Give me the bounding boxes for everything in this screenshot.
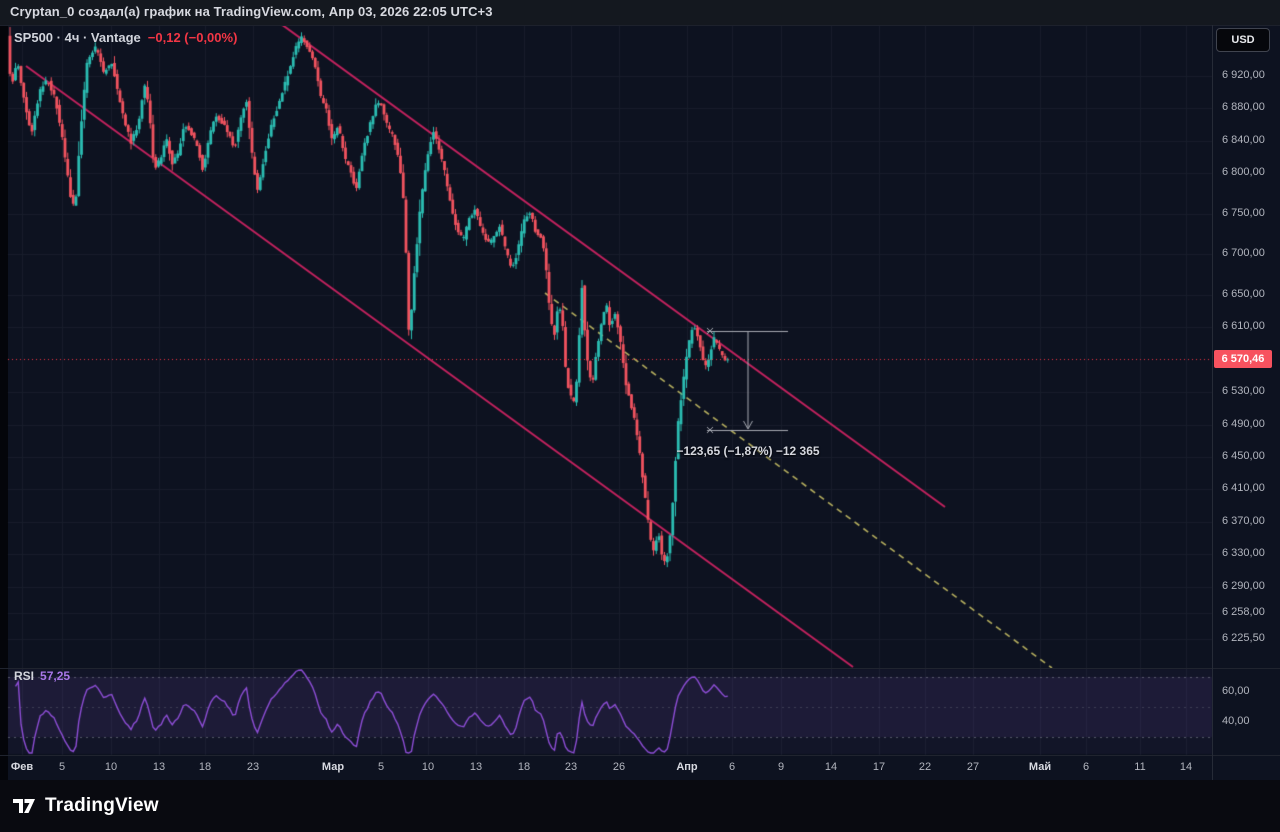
- time-tick: 10: [421, 761, 435, 773]
- time-tick: 27: [966, 761, 980, 773]
- price-tick: 6 370,00: [1222, 514, 1265, 527]
- currency-button[interactable]: USD: [1216, 28, 1270, 52]
- time-tick: 22: [918, 761, 932, 773]
- rsi-legend[interactable]: RSI 57,25: [14, 669, 70, 683]
- time-tick: 5: [377, 761, 385, 773]
- share-header-text: Cryptan_0 создал(а) график на TradingVie…: [10, 4, 493, 19]
- time-tick: Май: [1028, 761, 1052, 773]
- price-tick: 6 290,00: [1222, 579, 1265, 592]
- price-tick: 6 530,00: [1222, 385, 1265, 398]
- price-tick: 6 258,00: [1222, 605, 1265, 618]
- price-tick: 6 610,00: [1222, 320, 1265, 333]
- price-tick: 6 700,00: [1222, 247, 1265, 260]
- time-tick: 10: [104, 761, 118, 773]
- time-tick: 13: [152, 761, 166, 773]
- pane-separator-axis: [0, 755, 1280, 756]
- price-tick: 6 920,00: [1222, 69, 1265, 81]
- time-tick: 17: [872, 761, 886, 773]
- bottom-bar: TradingView: [0, 780, 1280, 832]
- tradingview-logo-text: TradingView: [45, 795, 159, 816]
- tradingview-logo[interactable]: TradingView: [10, 792, 159, 820]
- price-tick: 6 750,00: [1222, 206, 1265, 219]
- measurement-label: −123,65 (−1,87%) −12 365: [676, 444, 820, 458]
- rsi-axis-tick: 40,00: [1222, 715, 1250, 727]
- tradingview-logo-icon: [13, 799, 35, 813]
- time-tick: 18: [198, 761, 212, 773]
- symbol-change: −0,12 (−0,00%): [147, 30, 238, 45]
- time-tick: 9: [777, 761, 785, 773]
- time-tick: Фев: [10, 761, 34, 773]
- price-tick: 6 650,00: [1222, 287, 1265, 300]
- time-tick: 23: [246, 761, 260, 773]
- price-tick: 6 330,00: [1222, 547, 1265, 560]
- price-tick: 6 840,00: [1222, 133, 1265, 146]
- price-tick: 6 450,00: [1222, 450, 1265, 463]
- rsi-value: 57,25: [40, 669, 71, 683]
- time-tick: 6: [728, 761, 736, 773]
- price-axis-border: [1212, 25, 1213, 780]
- time-tick: 11: [1134, 761, 1146, 773]
- price-tick: 6 490,00: [1222, 417, 1265, 430]
- symbol-title: SP500 · 4ч · Vantage: [14, 30, 141, 45]
- rsi-axis-tick: 60,00: [1222, 685, 1250, 697]
- share-header-bar: [0, 0, 1280, 26]
- time-tick: 26: [612, 761, 626, 773]
- last-price-label: 6 570,46: [1214, 350, 1272, 369]
- price-tick: 6 410,00: [1222, 482, 1265, 495]
- time-tick: 6: [1082, 761, 1090, 773]
- price-tick: 6 225,50: [1222, 632, 1265, 645]
- price-tick: 6 800,00: [1222, 166, 1265, 179]
- time-tick: 14: [1179, 761, 1193, 773]
- time-tick: 5: [58, 761, 66, 773]
- time-tick: Апр: [676, 761, 698, 773]
- rsi-name: RSI: [14, 669, 35, 683]
- pane-separator-rsi[interactable]: [0, 668, 1280, 669]
- symbol-legend[interactable]: SP500 · 4ч · Vantage −0,12 (−0,00%): [14, 30, 237, 45]
- price-tick: 6 880,00: [1222, 101, 1265, 114]
- time-tick: 23: [564, 761, 578, 773]
- time-tick: 14: [824, 761, 838, 773]
- time-tick: Мар: [321, 761, 345, 773]
- time-tick: 13: [469, 761, 483, 773]
- time-tick: 18: [517, 761, 531, 773]
